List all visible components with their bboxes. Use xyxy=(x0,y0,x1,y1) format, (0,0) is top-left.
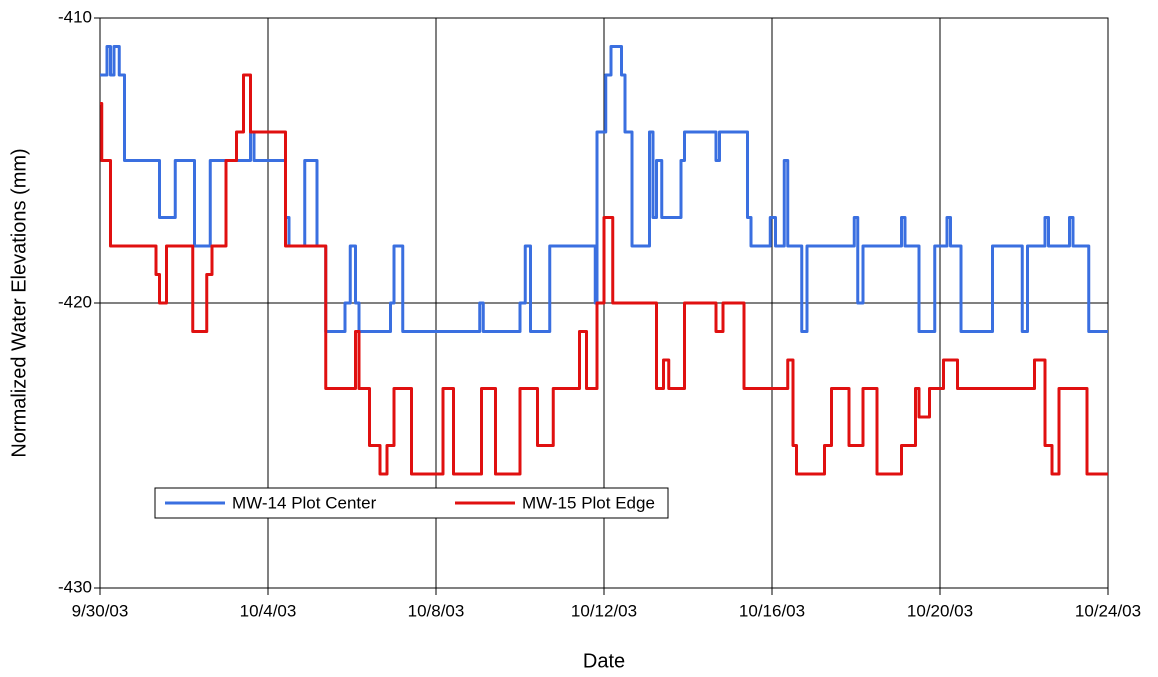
x-axis-label: Date xyxy=(583,650,625,672)
legend-box xyxy=(154,487,669,519)
legend-label: MW-15 Plot Edge xyxy=(522,493,655,512)
y-tick-label: -430 xyxy=(58,577,92,596)
x-tick-label: 9/30/03 xyxy=(72,601,129,620)
x-tick-label: 10/8/03 xyxy=(408,601,465,620)
plot-border xyxy=(99,17,1109,589)
y-tick-label: -410 xyxy=(58,7,92,26)
y-tick-label: -420 xyxy=(58,292,92,311)
legend-label: MW-14 Plot Center xyxy=(232,493,377,512)
x-tick-label: 10/4/03 xyxy=(240,601,297,620)
x-tick-label: 10/20/03 xyxy=(907,601,973,620)
x-tick-label: 10/24/03 xyxy=(1075,601,1141,620)
data-line xyxy=(100,73,1108,476)
y-axis-label: Normalized Water Elevations (mm) xyxy=(8,148,30,457)
x-tick-label: 10/12/03 xyxy=(571,601,637,620)
x-tick-label: 10/16/03 xyxy=(739,601,805,620)
